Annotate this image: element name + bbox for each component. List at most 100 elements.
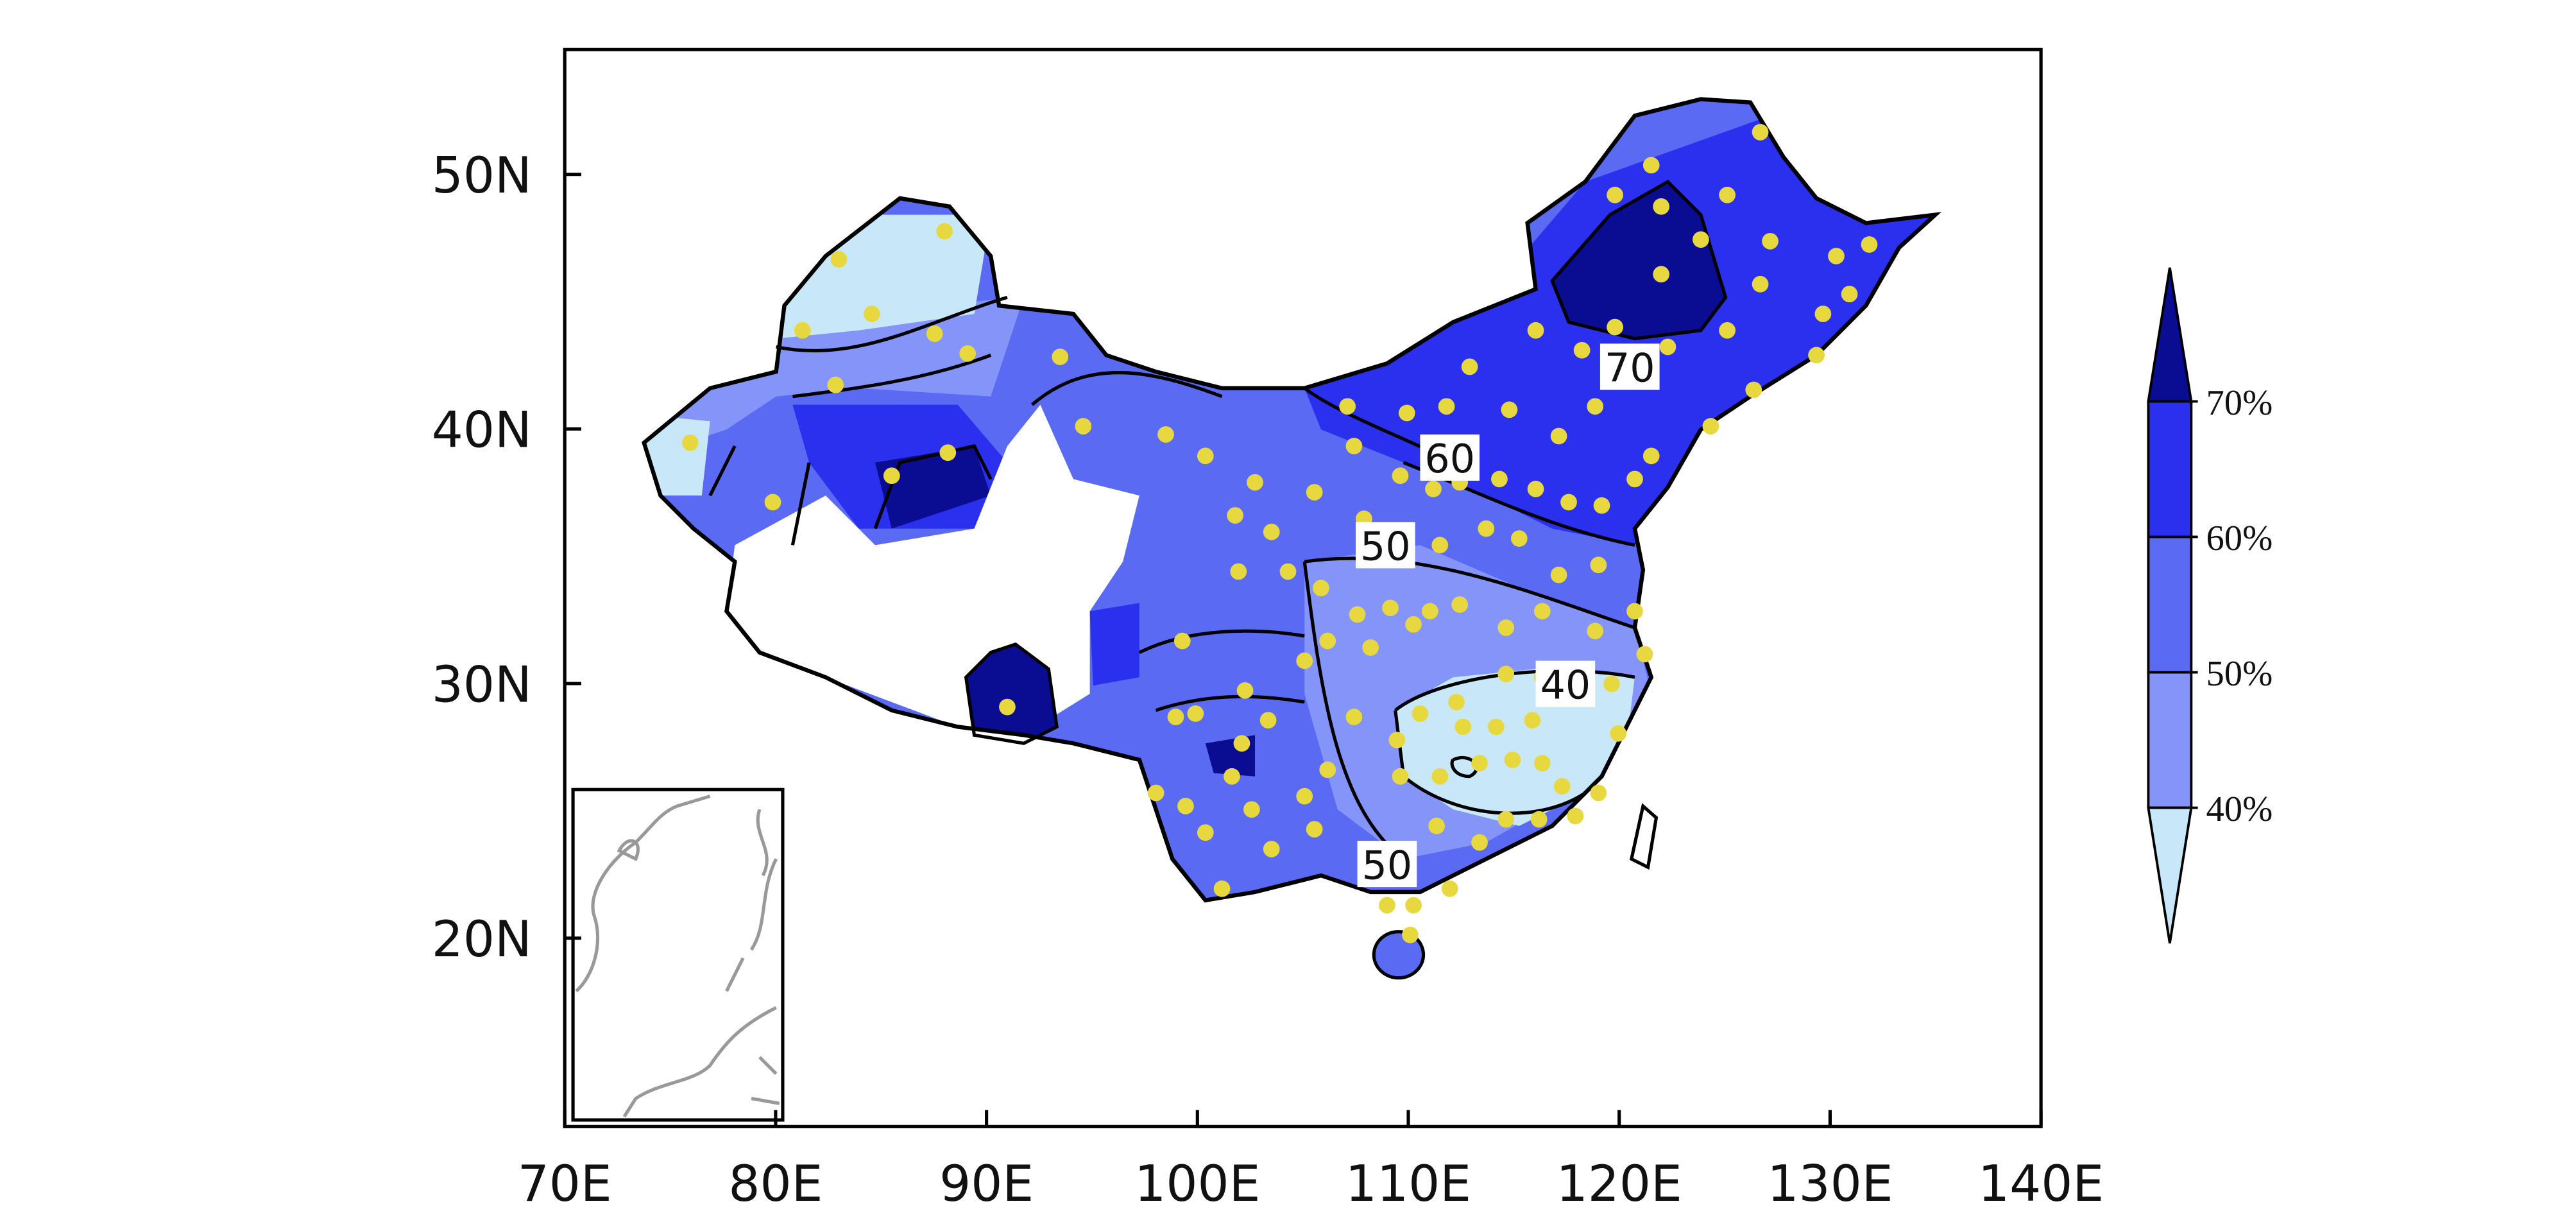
region-fill	[875, 445, 991, 529]
station-dot	[1147, 784, 1164, 802]
station-dot	[1550, 566, 1567, 583]
station-dot	[1828, 248, 1845, 264]
station-dot	[1504, 752, 1521, 768]
station-dot	[681, 434, 699, 451]
station-dot	[1461, 358, 1478, 375]
station-dot	[1236, 682, 1254, 699]
station-dot	[1345, 709, 1363, 725]
station-dot	[1533, 603, 1551, 620]
station-dot	[764, 494, 781, 511]
y-tick-label: 20N	[432, 911, 532, 968]
colorbar-box	[2147, 535, 2193, 674]
station-dot	[1259, 712, 1277, 729]
station-dot	[1471, 834, 1488, 851]
y-tick-label: 50N	[432, 147, 532, 205]
station-dot	[883, 467, 900, 485]
station-dot	[1745, 381, 1762, 399]
station-dot	[1553, 778, 1571, 795]
station-dot	[1653, 266, 1670, 283]
station-dot	[1693, 231, 1709, 248]
x-tick-label: 120E	[1557, 1155, 1682, 1213]
x-tick-label: 130E	[1767, 1155, 1893, 1213]
x-tick-label: 140E	[1978, 1155, 2104, 1213]
station-dot	[1642, 447, 1660, 465]
station-dot	[1425, 481, 1442, 497]
station-dot	[1392, 467, 1409, 485]
station-dot	[1527, 322, 1544, 339]
station-dot	[1438, 398, 1455, 415]
station-dot	[1567, 807, 1584, 825]
island	[1629, 803, 1659, 870]
station-dot	[1497, 619, 1515, 636]
station-dot	[1392, 768, 1409, 785]
station-dot	[1431, 768, 1449, 785]
station-dot	[1379, 897, 1395, 914]
station-dot	[1243, 801, 1260, 818]
station-dot	[1587, 623, 1604, 640]
station-dot	[1524, 712, 1541, 729]
station-dot	[1497, 666, 1515, 683]
contour-label-bg	[1599, 343, 1660, 390]
station-dot	[1319, 632, 1336, 650]
colorbar-box	[2147, 400, 2193, 538]
station-dot	[1431, 537, 1449, 554]
station-dot	[1263, 841, 1280, 857]
station-dot	[1224, 768, 1240, 785]
station-dot	[1550, 427, 1567, 445]
station-dot	[1388, 732, 1406, 748]
station-dot	[1478, 520, 1495, 537]
station-dot	[1362, 639, 1379, 656]
x-tick-label: 70E	[518, 1155, 612, 1213]
x-tick-label: 90E	[939, 1155, 1034, 1213]
station-dot	[1603, 675, 1620, 693]
island	[1372, 930, 1426, 980]
region-fill	[1089, 603, 1139, 686]
station-dot	[1626, 603, 1643, 620]
station-dot	[999, 698, 1016, 716]
station-dot	[1607, 318, 1623, 336]
contour-label-bg	[1420, 434, 1480, 481]
station-dot	[1451, 596, 1469, 613]
colorbar-box	[2147, 671, 2193, 809]
station-dot	[1752, 124, 1769, 141]
station-dot	[1808, 347, 1825, 364]
station-dot	[1607, 186, 1623, 203]
station-dot	[1405, 616, 1422, 633]
station-dot	[1230, 563, 1247, 580]
station-dot	[1213, 880, 1231, 897]
station-dot	[1642, 157, 1660, 174]
station-dot	[864, 305, 880, 322]
station-dot	[1412, 705, 1429, 722]
contour	[708, 179, 1728, 861]
contour-label-bg	[1535, 660, 1596, 707]
station-dot	[1402, 926, 1419, 943]
station-dot	[1197, 824, 1214, 841]
station-dot	[1177, 798, 1194, 814]
station-dot	[1398, 404, 1415, 422]
station-dot	[1841, 286, 1858, 303]
station-dot	[1510, 530, 1528, 547]
station-dot	[1052, 348, 1069, 365]
station-dot	[1610, 725, 1627, 742]
station-dot	[1306, 821, 1323, 838]
station-dot	[1653, 198, 1670, 215]
station-dot	[1187, 705, 1204, 722]
station-dot	[1626, 470, 1643, 488]
station-dot	[1421, 603, 1438, 620]
inset-frame	[571, 787, 785, 1122]
station-dot	[1590, 784, 1607, 802]
station-dot	[1530, 811, 1548, 828]
x-tick-label: 110E	[1345, 1155, 1471, 1213]
contour-label-bg	[1357, 841, 1417, 888]
contour-label-bg	[1356, 522, 1415, 569]
station-dot	[1814, 305, 1832, 322]
colorbar-label: 40%	[2206, 789, 2273, 829]
station-dot	[1527, 481, 1544, 497]
station-dot	[1247, 474, 1263, 491]
station-dot	[1448, 694, 1465, 710]
station-dot	[1233, 735, 1250, 752]
station-dot	[1319, 761, 1336, 779]
contour-label: 50	[1362, 842, 1413, 888]
